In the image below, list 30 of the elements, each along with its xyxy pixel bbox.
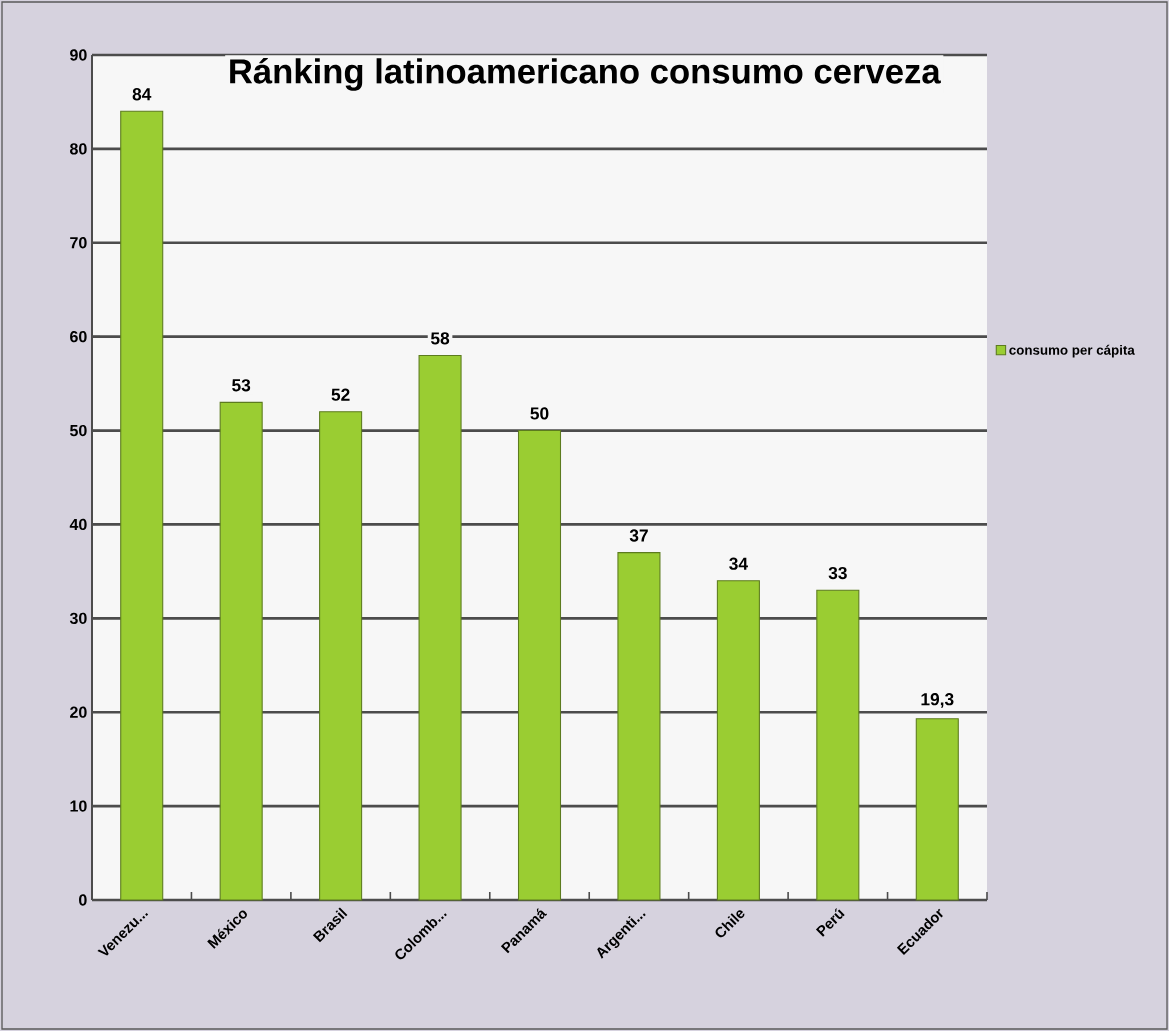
bar (816, 589, 860, 901)
data-label: 19,3 (921, 693, 954, 708)
y-tick-label: 10 (70, 800, 87, 812)
data-label: 37 (629, 529, 648, 542)
y-tick-label: 60 (70, 331, 87, 343)
bar (716, 580, 760, 901)
bar (617, 552, 661, 901)
bar (418, 354, 462, 901)
legend-label: consumo per cápita (1009, 344, 1135, 358)
data-label: 53 (232, 379, 251, 392)
y-tick-label: 30 (69, 612, 87, 625)
data-label: 84 (132, 88, 152, 101)
y-tick-label: 40 (69, 518, 87, 531)
y-tick-label: 90 (70, 49, 87, 61)
y-tick-label: 70 (70, 237, 87, 249)
data-label: 58 (430, 332, 450, 345)
data-label: 50 (530, 407, 549, 420)
data-label: 34 (729, 557, 748, 570)
y-tick-label: 0 (79, 894, 87, 906)
y-tick-label: 80 (70, 143, 87, 155)
data-label: 52 (331, 388, 350, 401)
chart-title: Ránking latinoamericano consumo cerveza (230, 57, 941, 91)
data-label: 33 (828, 566, 847, 580)
y-tick-label: 50 (70, 424, 87, 437)
y-tick-label: 20 (70, 706, 87, 718)
bar (915, 718, 959, 901)
bar (517, 430, 562, 901)
bar (219, 401, 263, 901)
bar (120, 110, 164, 901)
bar (319, 411, 363, 901)
